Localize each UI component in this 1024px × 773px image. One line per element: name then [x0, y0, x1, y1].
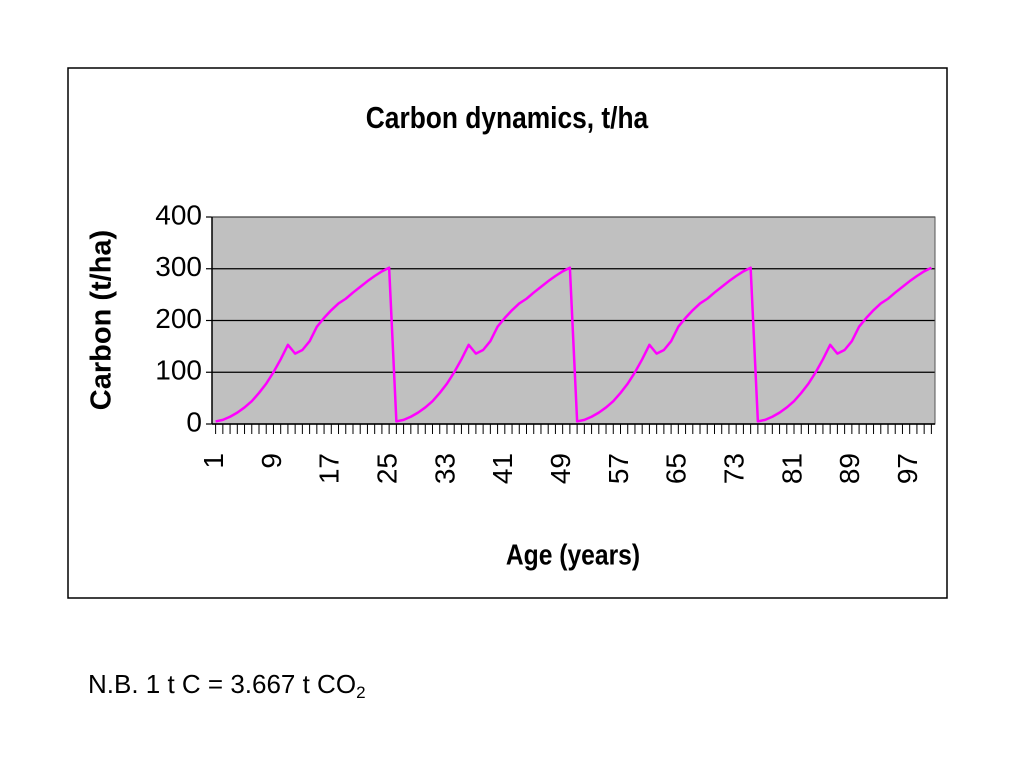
y-axis-label: Carbon (t/ha): [86, 230, 118, 410]
x-tick-label: 65: [661, 453, 692, 484]
data-line: [215, 266, 932, 423]
y-tick-label: 0: [186, 406, 202, 437]
x-tick-label: 73: [719, 453, 750, 484]
x-tick-label: 9: [256, 453, 287, 469]
y-tick-label: 100: [155, 355, 202, 386]
chart-title: Carbon dynamics, t/ha: [366, 101, 649, 135]
x-tick-label: 41: [487, 453, 518, 484]
footnote-text: N.B. 1 t C = 3.667 t CO: [88, 669, 356, 699]
footnote: N.B. 1 t C = 3.667 t CO2: [88, 669, 366, 703]
x-tick-label: 97: [892, 453, 923, 484]
x-tick-label: 33: [429, 453, 460, 484]
y-tick-label: 300: [155, 251, 202, 282]
x-axis-label: Age (years): [506, 539, 640, 571]
x-tick-label: 17: [314, 453, 345, 484]
footnote-subscript: 2: [356, 683, 365, 702]
x-tick-label: 25: [372, 453, 403, 484]
x-tick-label: 57: [603, 453, 634, 484]
y-tick-label: 200: [155, 303, 202, 334]
x-tick-label: 49: [545, 453, 576, 484]
x-tick-label: 89: [834, 453, 865, 484]
x-tick-label: 1: [198, 453, 229, 469]
x-tick-label: 81: [776, 453, 807, 484]
y-tick-label: 400: [155, 199, 202, 230]
